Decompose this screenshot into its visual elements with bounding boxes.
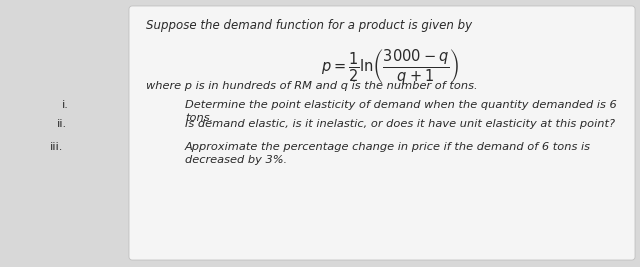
Text: Determine the point elasticity of demand when the quantity demanded is 6: Determine the point elasticity of demand… <box>185 100 617 110</box>
Text: Is demand elastic, is it inelastic, or does it have unit elasticity at this poin: Is demand elastic, is it inelastic, or d… <box>185 119 615 129</box>
Text: tons.: tons. <box>185 113 213 123</box>
FancyBboxPatch shape <box>129 6 635 260</box>
Text: $p = \dfrac{1}{2}\ln\!\left(\dfrac{3000-q}{q+1}\right)$: $p = \dfrac{1}{2}\ln\!\left(\dfrac{3000-… <box>321 47 459 86</box>
Text: where p is in hundreds of RM and q is the number of tons.: where p is in hundreds of RM and q is th… <box>146 81 477 91</box>
Text: decreased by 3%.: decreased by 3%. <box>185 155 287 165</box>
Text: Approximate the percentage change in price if the demand of 6 tons is: Approximate the percentage change in pri… <box>185 142 591 152</box>
Text: iii.: iii. <box>50 142 63 152</box>
Text: ii.: ii. <box>57 119 67 129</box>
Text: i.: i. <box>62 100 69 110</box>
Text: Suppose the demand function for a product is given by: Suppose the demand function for a produc… <box>146 19 472 32</box>
